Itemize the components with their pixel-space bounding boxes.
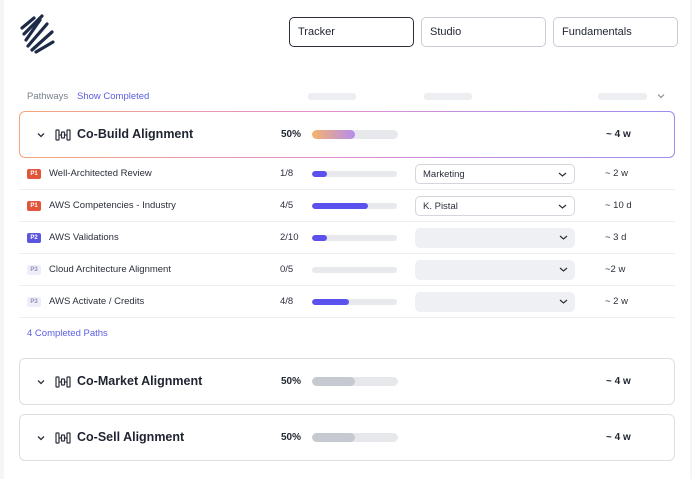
task-name: Cloud Architecture Alignment: [49, 264, 171, 275]
task-progress-fill: [312, 235, 328, 241]
chevron-down-icon[interactable]: [36, 130, 46, 140]
task-duration: ~ 2 w: [605, 296, 628, 307]
tab-studio[interactable]: Studio: [421, 17, 546, 47]
chevron-down-icon: [559, 299, 568, 304]
assignee-value: K. Pistal: [423, 201, 458, 212]
chevron-down-icon: [559, 267, 568, 272]
task-progress-fill: [312, 299, 350, 305]
pathway-icon: [55, 432, 71, 444]
pathway-percent: 50%: [281, 129, 302, 140]
task-name: AWS Validations: [49, 232, 119, 243]
pathway-duration: ~ 4 w: [606, 376, 631, 387]
chevron-down-icon: [559, 235, 568, 240]
priority-badge: P3: [27, 297, 41, 307]
pathway-card-co-build[interactable]: Co-Build Alignment 50% ~ 4 w: [19, 111, 675, 158]
pathway-card-co-market[interactable]: Co-Market Alignment 50% ~ 4 w: [19, 358, 675, 405]
tab-fundamentals[interactable]: Fundamentals: [553, 17, 678, 47]
task-count: 0/5: [280, 264, 294, 275]
assignee-value: Marketing: [423, 169, 465, 180]
task-duration: ~2 w: [605, 264, 626, 275]
task-progress-bar: [312, 235, 397, 241]
pathway-duration: ~ 4 w: [606, 129, 631, 140]
chevron-down-icon[interactable]: [36, 433, 46, 443]
task-name: Well-Architected Review: [49, 168, 152, 179]
pathway-title: Co-Market Alignment: [77, 374, 203, 388]
task-progress-bar: [312, 203, 397, 209]
task-progress-bar: [312, 267, 397, 273]
task-row[interactable]: P1 Well-Architected Review 1/8 Marketing…: [19, 158, 675, 190]
assignee-select[interactable]: K. Pistal: [415, 196, 575, 216]
task-duration: ~ 3 d: [605, 232, 627, 243]
pathway-card-co-sell[interactable]: Co-Sell Alignment 50% ~ 4 w: [19, 414, 675, 461]
priority-badge: P3: [27, 265, 41, 275]
pathway-icon: [55, 129, 71, 141]
task-count: 2/10: [280, 232, 299, 243]
priority-badge: P1: [27, 201, 41, 211]
chevron-down-icon: [558, 204, 567, 209]
pathway-progress-bar: [312, 130, 398, 139]
assignee-select[interactable]: [415, 260, 575, 280]
pathway-progress-fill: [312, 433, 355, 442]
task-progress-bar: [312, 171, 397, 177]
task-duration: ~ 2 w: [605, 168, 628, 179]
assignee-select[interactable]: [415, 228, 575, 248]
column-header-placeholder: [598, 93, 647, 100]
task-name: AWS Activate / Credits: [49, 296, 145, 307]
task-name: AWS Competencies - Industry: [49, 200, 176, 211]
show-completed-link[interactable]: Show Completed: [77, 91, 150, 102]
brand-logo: [20, 14, 55, 54]
app-canvas: Tracker Studio Fundamentals Pathways Sho…: [4, 0, 690, 479]
pathway-percent: 50%: [281, 432, 302, 443]
column-header-placeholder: [424, 93, 472, 100]
task-count: 1/8: [280, 168, 294, 179]
chevron-down-icon: [558, 172, 567, 177]
pathway-percent: 50%: [281, 376, 302, 387]
task-row[interactable]: P3 AWS Activate / Credits 4/8 ~ 2 w: [19, 286, 675, 318]
pathway-icon: [55, 376, 71, 388]
task-duration: ~ 10 d: [605, 200, 632, 211]
pathway-title: Co-Build Alignment: [77, 127, 194, 141]
assignee-select[interactable]: Marketing: [415, 164, 575, 184]
assignee-select[interactable]: [415, 292, 575, 312]
priority-badge: P1: [27, 169, 41, 179]
pathway-title: Co-Sell Alignment: [77, 430, 185, 444]
pathway-progress-bar: [312, 377, 398, 386]
priority-badge: P2: [27, 233, 41, 243]
task-row[interactable]: P3 Cloud Architecture Alignment 0/5 ~2 w: [19, 254, 675, 286]
pathway-progress-fill: [312, 130, 355, 139]
column-header-placeholder: [308, 93, 356, 100]
completed-paths-link[interactable]: 4 Completed Paths: [27, 328, 108, 339]
chevron-down-icon[interactable]: [36, 377, 46, 387]
pathway-progress-bar: [312, 433, 398, 442]
task-row[interactable]: P2 AWS Validations 2/10 ~ 3 d: [19, 222, 675, 254]
task-progress-fill: [312, 171, 328, 177]
chevron-down-icon[interactable]: [656, 91, 666, 101]
task-progress-bar: [312, 299, 397, 305]
pathway-progress-fill: [312, 377, 355, 386]
tab-tracker[interactable]: Tracker: [289, 17, 414, 47]
pathway-duration: ~ 4 w: [606, 432, 631, 443]
task-progress-fill: [312, 203, 369, 209]
task-count: 4/5: [280, 200, 294, 211]
task-count: 4/8: [280, 296, 294, 307]
task-row[interactable]: P1 AWS Competencies - Industry 4/5 K. Pi…: [19, 190, 675, 222]
pathways-label: Pathways: [27, 91, 69, 102]
